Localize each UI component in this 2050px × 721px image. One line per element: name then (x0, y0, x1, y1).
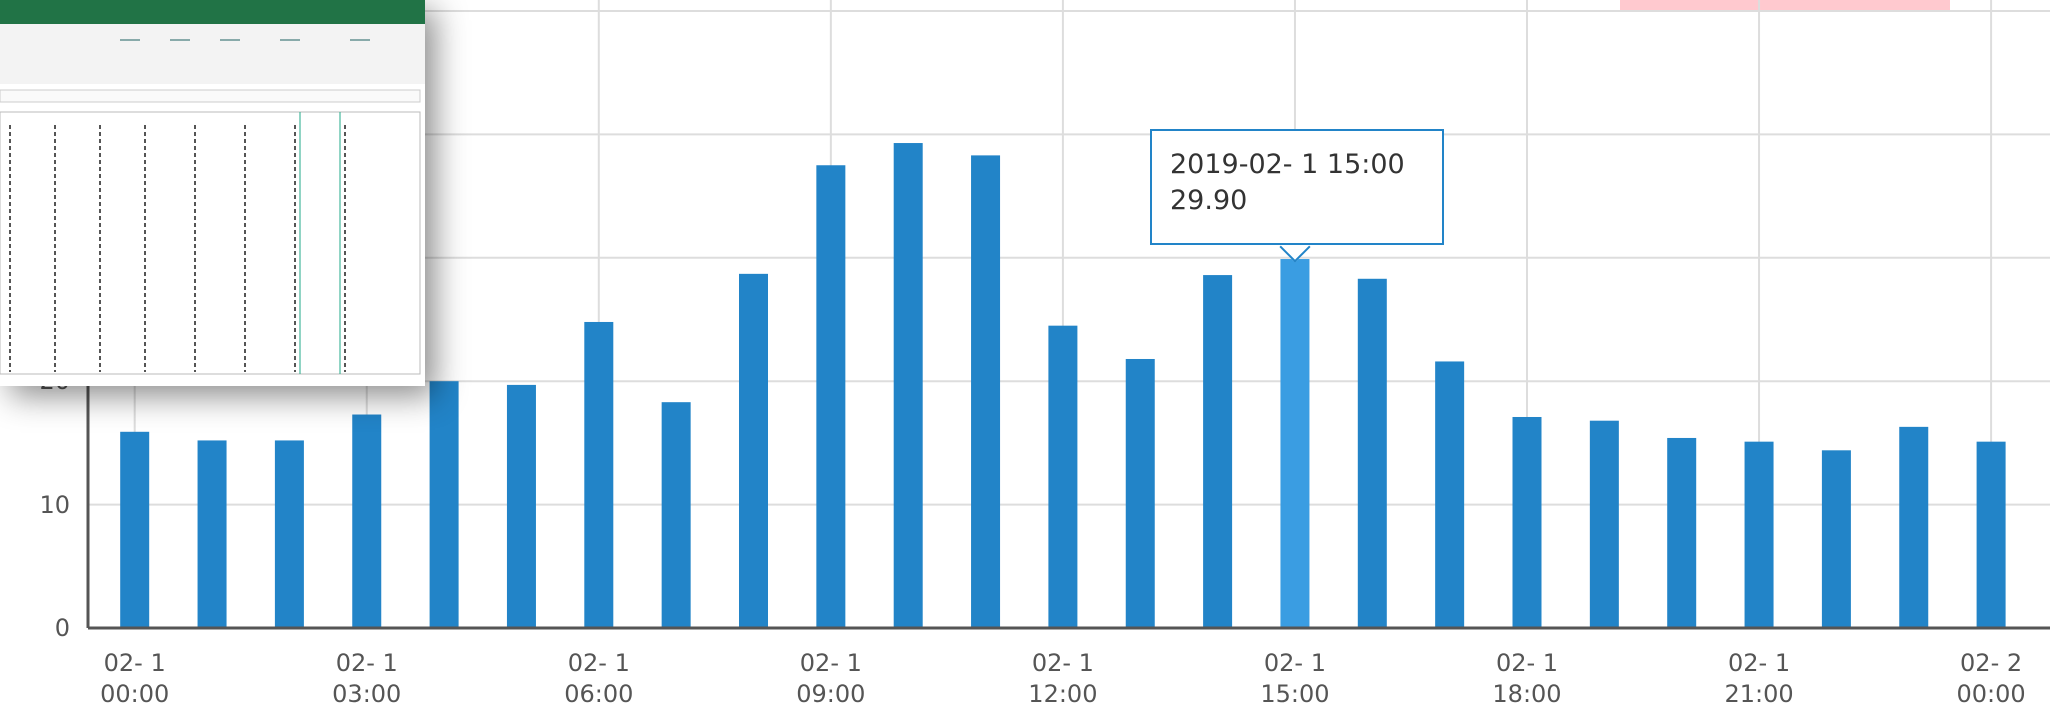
bar (1513, 417, 1542, 628)
y-tick-label: 10 (10, 491, 70, 519)
bar (662, 402, 691, 628)
excel-window[interactable] (0, 0, 425, 386)
bar (1667, 438, 1696, 628)
bar (739, 274, 768, 628)
x-tick-label: 02- 1 06:00 (564, 648, 633, 710)
bar (275, 440, 304, 628)
y-tick-label: 0 (10, 614, 70, 642)
bar (1822, 450, 1851, 628)
x-tick-label: 02- 1 09:00 (796, 648, 865, 710)
tooltip-title: 2019-02- 1 15:00 (1170, 147, 1424, 183)
bar (1899, 427, 1928, 628)
x-tick-label: 02- 2 00:00 (1957, 648, 2026, 710)
bar (1745, 442, 1774, 628)
bar (971, 155, 1000, 628)
bar (584, 322, 613, 628)
x-tick-label: 02- 1 21:00 (1724, 648, 1793, 710)
screen: 0102030405002- 1 00:0002- 1 03:0002- 1 0… (0, 0, 2050, 721)
bar (1203, 275, 1232, 628)
bar (1358, 279, 1387, 628)
bar (894, 143, 923, 628)
bar (352, 415, 381, 628)
excel-thumbnail (0, 0, 425, 386)
x-tick-label: 02- 1 15:00 (1260, 648, 1329, 710)
bar (1977, 442, 2006, 628)
bar (816, 165, 845, 628)
bar (1126, 359, 1155, 628)
x-tick-label: 02- 1 12:00 (1028, 648, 1097, 710)
pink-bar (1620, 0, 1950, 11)
bar (1590, 421, 1619, 628)
bar (1280, 259, 1309, 628)
bar (430, 381, 459, 628)
bar (1435, 361, 1464, 628)
x-tick-label: 02- 1 00:00 (100, 648, 169, 710)
tooltip-value: 29.90 (1170, 183, 1424, 219)
bar (507, 385, 536, 628)
x-tick-label: 02- 1 03:00 (332, 648, 401, 710)
bar (1048, 326, 1077, 628)
bar (120, 432, 149, 628)
x-tick-label: 02- 1 18:00 (1492, 648, 1561, 710)
bar (198, 440, 227, 628)
